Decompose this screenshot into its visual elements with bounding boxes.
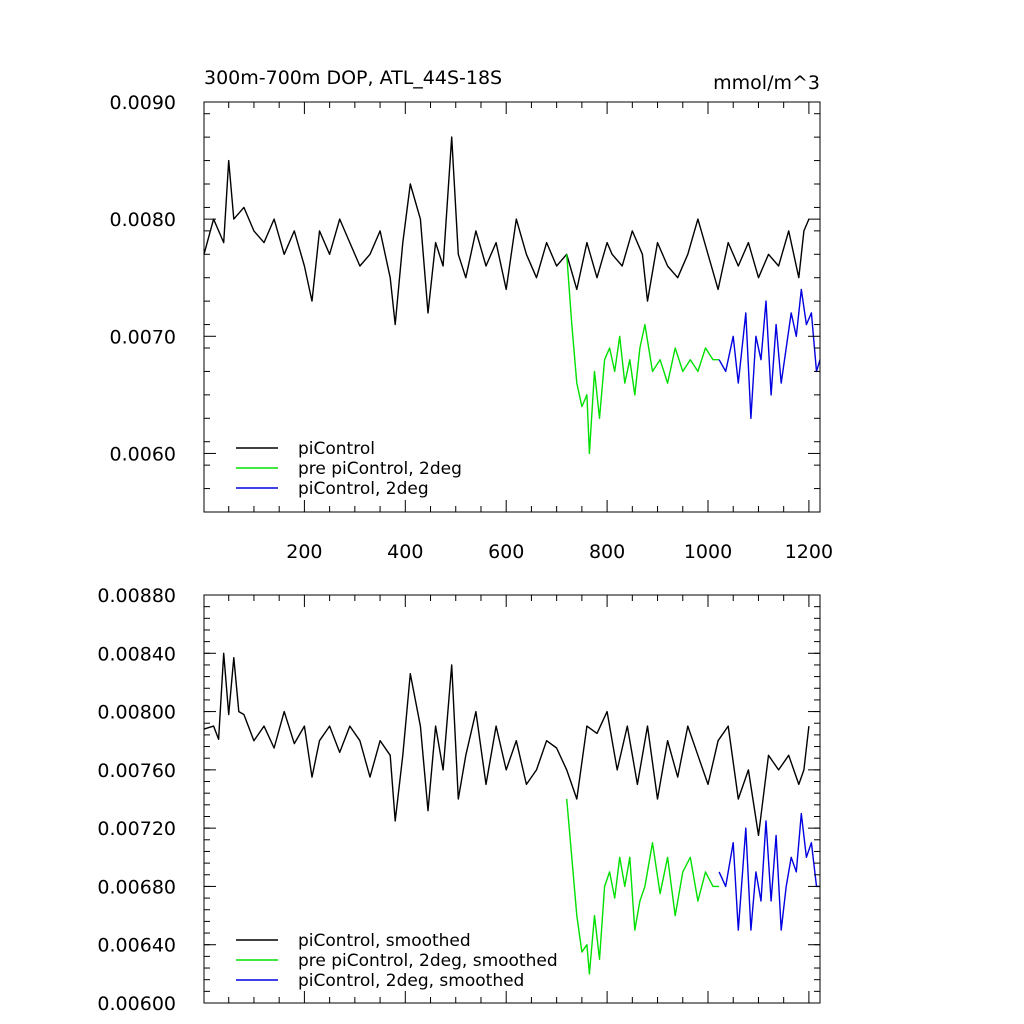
series-line-1 [566, 798, 720, 975]
units-label: mmol/m^3 [713, 72, 820, 94]
y-tick-label: 0.00880 [97, 585, 176, 607]
y-tick-label: 0.0090 [110, 92, 176, 114]
chart-title: 300m-700m DOP, ATL_44S-18S [204, 67, 502, 89]
x-tick-label: 800 [589, 541, 625, 563]
y-tick-label: 0.00600 [97, 993, 176, 1015]
y-tick-label: 0.00720 [97, 818, 176, 840]
x-tick-label: 600 [488, 541, 524, 563]
x-tick-label: 400 [387, 541, 423, 563]
x-tick-label: 200 [286, 541, 322, 563]
legend-label: piControl, 2deg, smoothed [298, 971, 524, 991]
y-tick-label: 0.00840 [97, 643, 176, 665]
y-tick-label: 0.00680 [97, 876, 176, 898]
y-tick-label: 0.00800 [97, 702, 176, 724]
legend-label: pre piControl, 2deg, smoothed [298, 951, 558, 971]
plot-frame [203, 101, 821, 513]
y-tick-label: 0.0080 [110, 209, 176, 231]
series-line-0 [203, 136, 810, 326]
legend-label: piControl [298, 439, 375, 459]
top-chart-panel: 0.0060 0.0070 0.0080 0.0090 200 400 600 800 1000… [110, 92, 834, 563]
y-tick-label: 0.0060 [110, 443, 176, 465]
series-line-1 [566, 254, 720, 455]
legend-label: piControl, smoothed [298, 931, 471, 951]
x-tick-label: 1200 [785, 541, 833, 563]
legend-label: piControl, 2deg [298, 479, 429, 499]
series-line-0 [203, 652, 810, 837]
y-tick-label: 0.0070 [110, 326, 176, 348]
legend-label: pre piControl, 2deg [298, 459, 462, 479]
x-tick-label: 1000 [684, 541, 732, 563]
series-line-2 [718, 288, 821, 419]
y-tick-label: 0.00760 [97, 760, 176, 782]
plot-frame [203, 594, 821, 1004]
y-tick-label: 0.00640 [97, 935, 176, 957]
series-line-2 [718, 812, 820, 931]
bottom-chart-panel: 0.00600 0.00640 0.00680 0.00720 0.00760 0.008… [97, 585, 821, 1015]
